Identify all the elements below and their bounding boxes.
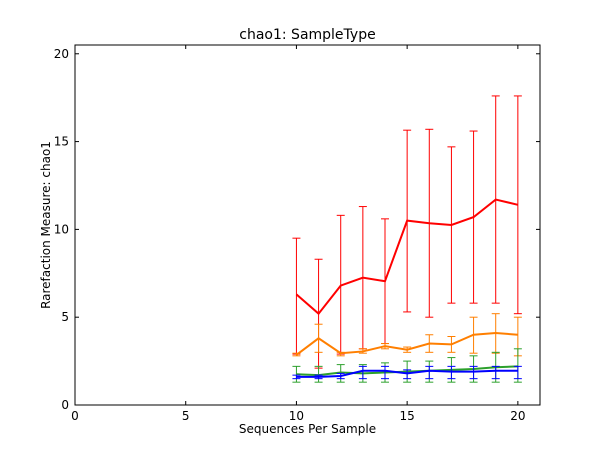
y-tick-label: 10 <box>54 222 69 236</box>
series-layer <box>292 95 522 383</box>
chart-title: chao1: SampleType <box>239 27 375 43</box>
y-axis-label: Rarefaction Measure: chao1 <box>39 141 53 309</box>
x-axis: 0 5 10 15 20 <box>71 45 525 423</box>
y-tick-label: 15 <box>54 135 69 149</box>
x-tick-label: 0 <box>71 409 79 423</box>
y-tick-label: 5 <box>61 310 69 324</box>
y-axis: 0 5 10 15 20 <box>54 47 540 412</box>
series-4 <box>292 365 522 380</box>
y-tick-label: 20 <box>54 47 69 61</box>
x-tick-label: 5 <box>182 409 190 423</box>
axes-frame <box>74 44 541 406</box>
x-axis-label: Sequences Per Sample <box>239 422 376 436</box>
x-tick-label: 10 <box>289 409 304 423</box>
x-tick-label: 15 <box>400 409 415 423</box>
series-1 <box>292 95 522 369</box>
plot-area <box>74 44 541 406</box>
y-tick-label: 0 <box>61 398 69 412</box>
x-tick-label: 20 <box>510 409 525 423</box>
series-2 <box>292 313 522 357</box>
